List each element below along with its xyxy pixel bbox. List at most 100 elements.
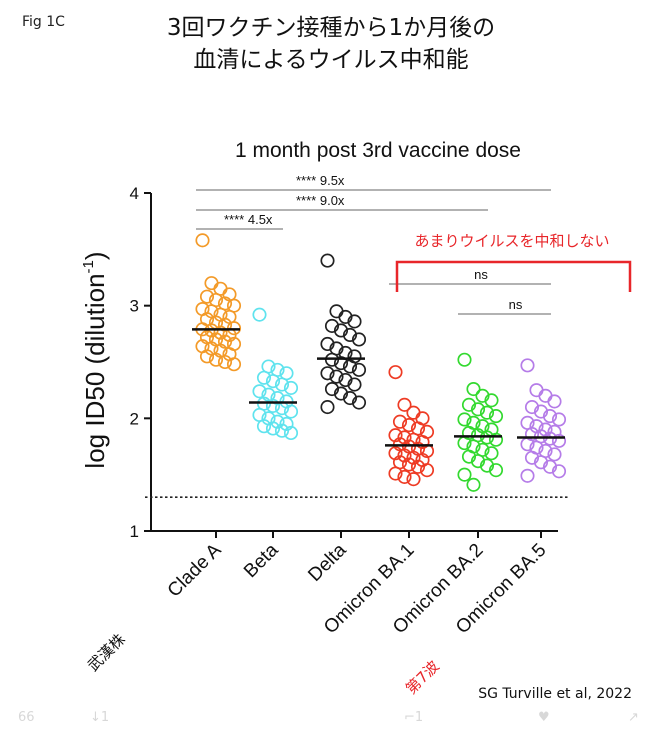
data-point: [329, 369, 344, 384]
figure-label: Fig 1C: [22, 14, 65, 30]
data-point: [401, 457, 417, 472]
data-point: [333, 386, 349, 401]
data-point: [338, 309, 353, 324]
data-point: [488, 409, 504, 424]
y-tick-label: 1: [130, 522, 139, 541]
red-bracket-line: [395, 260, 632, 292]
data-point: [320, 400, 335, 415]
data-point: [457, 467, 472, 482]
data-point: [320, 366, 335, 381]
data-point: [324, 381, 340, 397]
data-point: [388, 446, 403, 461]
data-point: [470, 454, 486, 469]
x-tick-label: Clade A: [164, 539, 226, 601]
data-point: [333, 356, 349, 371]
x-tick-label: Beta: [240, 539, 283, 582]
faint-heart-icon: ♥: [538, 710, 550, 725]
data-point: [217, 334, 233, 349]
data-point: [252, 307, 267, 322]
data-point: [320, 253, 335, 268]
data-point: [547, 394, 562, 409]
data-point: [475, 388, 490, 403]
faint-count: 66: [18, 710, 35, 725]
strain-note-wuhan: 武漢株: [84, 630, 129, 675]
data-point: [333, 323, 349, 338]
data-point: [283, 404, 299, 419]
japanese-title-line1: 3回ワクチン接種から1か月後の: [166, 15, 496, 41]
y-tick-label: 3: [130, 297, 139, 316]
data-point: [338, 372, 353, 388]
data-point: [283, 425, 299, 441]
data-point: [533, 404, 549, 419]
data-point: [265, 421, 281, 436]
data-point: [351, 395, 367, 410]
data-point: [320, 336, 335, 352]
strain-note-wave7: 第7波: [402, 657, 443, 698]
data-point: [252, 384, 267, 399]
data-point: [529, 383, 544, 398]
faint-glyph-1: ↓1: [90, 710, 110, 725]
comparison-label: ns: [474, 267, 488, 282]
data-point: [392, 414, 408, 429]
data-point: [488, 432, 504, 447]
comparison-label: **** 4.5x: [224, 212, 273, 227]
data-point: [520, 358, 535, 373]
y-axis-label-main: log ID50 (dilution: [80, 273, 110, 468]
data-point: [470, 402, 486, 417]
y-tick-label: 2: [130, 409, 139, 428]
data-point: [542, 409, 558, 424]
data-point: [217, 354, 233, 370]
data-point: [479, 458, 495, 473]
faint-glyph-2: ⌐1: [404, 710, 424, 725]
data-point: [484, 446, 499, 461]
data-point: [329, 304, 344, 319]
data-point: [342, 327, 358, 343]
data-point: [195, 233, 210, 248]
data-point: [479, 405, 495, 420]
data-point: [208, 352, 224, 367]
japanese-title-line2: 血清によるウイルス中和能: [193, 47, 469, 73]
faint-share-icon: ↗: [628, 710, 639, 725]
data-point: [419, 463, 435, 478]
median-lines: [192, 328, 565, 447]
data-point: [406, 472, 421, 487]
y-axis-label-close: ): [80, 251, 110, 260]
data-point: [551, 433, 567, 448]
data-point: [342, 359, 358, 374]
data-point: [457, 352, 472, 367]
data-points: [195, 233, 567, 492]
data-point: [461, 397, 477, 412]
data-point: [466, 477, 481, 492]
data-point: [388, 466, 403, 481]
data-point: [397, 397, 412, 412]
y-axis-label-sup: -1: [80, 260, 97, 273]
data-point: [461, 449, 477, 464]
data-point: [256, 370, 272, 385]
data-point: [265, 374, 281, 389]
red-bracket: あまりウイルスを中和しない: [395, 232, 632, 292]
data-point: [520, 468, 535, 483]
data-point: [524, 450, 540, 465]
data-point: [324, 318, 340, 333]
citation: SG Turville et al, 2022: [478, 686, 632, 702]
data-point: [547, 447, 562, 462]
y-axis: 1 2 3 4: [130, 184, 152, 541]
data-point: [457, 412, 472, 427]
data-point: [199, 289, 215, 304]
x-axis: [151, 530, 558, 538]
data-point: [466, 381, 481, 397]
y-tick-label: 4: [130, 184, 139, 203]
comparison-label: **** 9.0x: [296, 193, 345, 208]
data-point: [484, 393, 499, 408]
data-point: [542, 459, 558, 474]
faint-footer-bar: 66 ↓1 ⌐1 ♥ ↗: [0, 708, 662, 730]
data-point: [265, 398, 281, 413]
data-point: [347, 314, 362, 329]
data-point: [199, 349, 215, 364]
data-point: [410, 459, 426, 474]
data-point: [274, 377, 290, 392]
data-point: [397, 469, 412, 484]
data-point: [283, 380, 299, 395]
chart-title: 1 month post 3rd vaccine dose: [235, 139, 521, 162]
